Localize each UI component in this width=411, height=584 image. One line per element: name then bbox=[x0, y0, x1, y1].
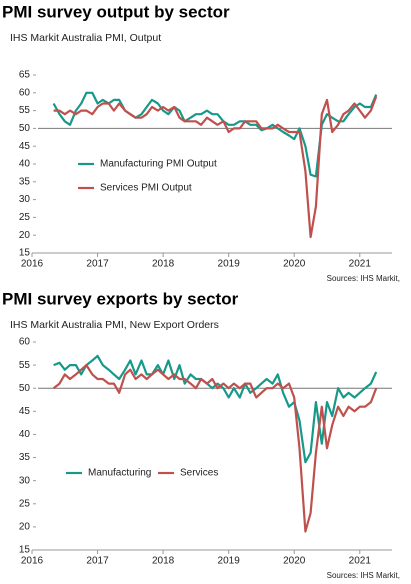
y-tick-label: 60 bbox=[19, 87, 31, 98]
y-tick-label: 30 bbox=[19, 194, 31, 205]
legend-label: Services PMI Output bbox=[100, 183, 192, 194]
chart-subtitle: IHS Markit Australia PMI, New Export Ord… bbox=[10, 319, 219, 331]
series-line bbox=[52, 364, 378, 533]
legend-label: Manufacturing bbox=[88, 468, 151, 479]
chart-title: PMI survey exports by sector bbox=[2, 289, 239, 308]
y-tick-label: 55 bbox=[19, 105, 31, 116]
x-tick-label: 2017 bbox=[86, 259, 109, 270]
y-tick-label: 45 bbox=[19, 141, 31, 152]
y-tick-label: 65 bbox=[19, 70, 31, 81]
y-tick-label: 45 bbox=[19, 406, 31, 417]
y-tick-label: 40 bbox=[19, 429, 31, 440]
chart-subtitle: IHS Markit Australia PMI, Output bbox=[10, 32, 161, 44]
y-tick-label: 30 bbox=[19, 475, 31, 486]
y-tick-label: 40 bbox=[19, 159, 31, 170]
y-tick-label: 55 bbox=[19, 360, 31, 371]
x-tick-label: 2019 bbox=[218, 556, 241, 567]
y-tick-label: 15 bbox=[19, 545, 31, 556]
source-note: Sources: IHS Markit, bbox=[327, 274, 400, 283]
y-tick-label: 25 bbox=[19, 498, 31, 509]
y-tick-label: 25 bbox=[19, 212, 31, 223]
x-tick-label: 2016 bbox=[21, 259, 44, 270]
y-tick-label: 35 bbox=[19, 176, 31, 187]
x-tick-label: 2020 bbox=[283, 259, 306, 270]
x-tick-label: 2021 bbox=[349, 259, 372, 270]
x-tick-label: 2019 bbox=[218, 259, 241, 270]
x-tick-label: 2016 bbox=[21, 556, 44, 567]
source-note: Sources: IHS Markit, bbox=[327, 571, 400, 580]
y-tick-label: 35 bbox=[19, 452, 31, 463]
legend-label: Services bbox=[180, 468, 218, 479]
y-tick-label: 20 bbox=[19, 230, 31, 241]
chart-title: PMI survey output by sector bbox=[2, 2, 230, 21]
series-line bbox=[53, 96, 378, 239]
y-tick-label: 20 bbox=[19, 522, 31, 533]
series-line bbox=[53, 354, 378, 464]
y-tick-label: 60 bbox=[19, 337, 31, 348]
x-tick-label: 2020 bbox=[283, 556, 306, 567]
y-tick-label: 50 bbox=[19, 383, 31, 394]
x-tick-label: 2021 bbox=[349, 556, 372, 567]
x-tick-label: 2017 bbox=[86, 556, 109, 567]
legend-label: Manufacturing PMI Output bbox=[100, 159, 217, 170]
y-tick-label: 50 bbox=[19, 123, 31, 134]
x-tick-label: 2018 bbox=[152, 259, 175, 270]
y-tick-label: 15 bbox=[19, 248, 31, 259]
x-tick-label: 2018 bbox=[152, 556, 175, 567]
